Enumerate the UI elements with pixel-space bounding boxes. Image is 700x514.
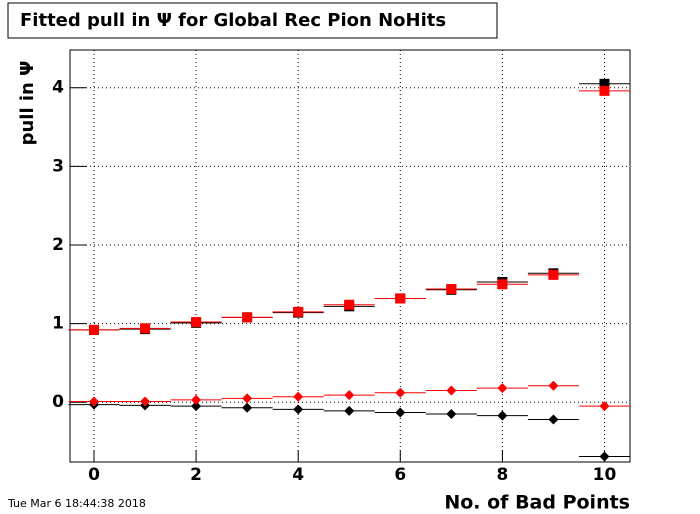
x-tick-label: 10 <box>593 465 617 485</box>
marker <box>548 414 559 425</box>
x-tick-label: 2 <box>190 465 202 485</box>
x-axis-label: No. of Bad Points <box>444 492 630 514</box>
marker <box>395 387 406 398</box>
marker <box>548 269 559 280</box>
marker <box>497 410 508 421</box>
marker <box>191 401 202 412</box>
y-tick-label: 3 <box>52 156 64 176</box>
marker <box>344 299 355 310</box>
x-tick-label: 0 <box>88 465 100 485</box>
marker <box>599 451 610 462</box>
y-tick-label: 4 <box>52 78 64 98</box>
marker <box>242 393 253 404</box>
plot-frame <box>69 49 631 463</box>
x-tick-label: 4 <box>292 465 304 485</box>
marker <box>395 293 406 304</box>
chart-title: Fitted pull in Ψ for Global Rec Pion NoH… <box>20 10 446 31</box>
y-axis-label: pull in Ψ <box>17 61 38 146</box>
marker <box>497 383 508 394</box>
marker <box>242 312 253 323</box>
title-box <box>7 2 498 39</box>
marker <box>548 380 559 391</box>
marker <box>599 85 610 96</box>
marker <box>446 284 457 295</box>
y-tick-label: 2 <box>52 235 64 255</box>
marker <box>140 396 151 407</box>
marker <box>88 396 99 407</box>
marker <box>599 78 610 89</box>
marker <box>446 385 457 396</box>
marker <box>344 390 355 401</box>
marker <box>242 402 253 413</box>
marker <box>446 409 457 420</box>
timestamp: Tue Mar 6 18:44:38 2018 <box>7 497 146 510</box>
marker <box>497 279 508 290</box>
marker <box>293 391 304 402</box>
y-tick-label: 1 <box>52 314 64 334</box>
x-tick-label: 8 <box>496 465 508 485</box>
marker <box>191 317 202 328</box>
y-tick-label: 0 <box>52 392 64 412</box>
marker <box>344 405 355 416</box>
marker <box>191 394 202 405</box>
marker <box>88 324 99 335</box>
marker <box>293 306 304 317</box>
x-tick-label: 6 <box>394 465 406 485</box>
marker <box>395 407 406 418</box>
marker <box>599 401 610 412</box>
marker <box>140 323 151 334</box>
marker <box>293 404 304 415</box>
